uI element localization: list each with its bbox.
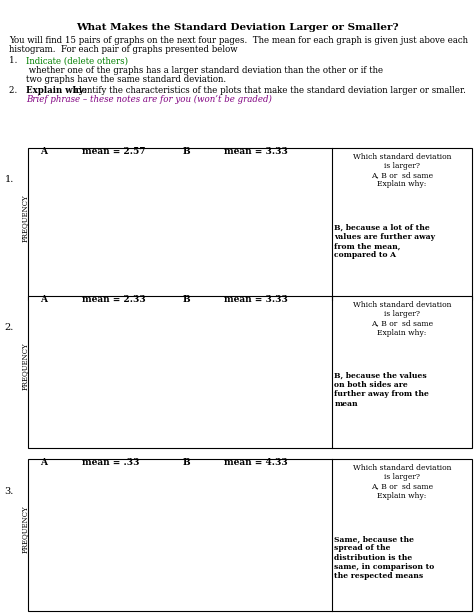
Text: mean = 2.57: mean = 2.57 (82, 147, 146, 156)
Y-axis label: FREQUENCY: FREQUENCY (21, 194, 29, 242)
Text: mean = .33: mean = .33 (82, 458, 139, 467)
Bar (251, 324, 264, 422)
Text: What Makes the Standard Deviation Larger or Smaller?: What Makes the Standard Deviation Larger… (76, 23, 398, 32)
Bar (183, 257, 197, 274)
Bar (126, 257, 139, 274)
X-axis label: SCORE: SCORE (225, 284, 251, 292)
Y-axis label: FREQUENCY: FREQUENCY (21, 506, 29, 553)
Bar (109, 191, 122, 274)
Text: Which standard deviation
is larger?
A, B or  sd same
Explain why:: Which standard deviation is larger? A, B… (353, 301, 451, 337)
X-axis label: SCORE: SCORE (83, 595, 109, 603)
Bar (41, 487, 55, 585)
Text: Indicate (delete others): Indicate (delete others) (26, 56, 128, 66)
Bar (41, 241, 55, 274)
Bar (201, 241, 214, 274)
Text: Which standard deviation
is larger?
A, B or  sd same
Explain why:: Which standard deviation is larger? A, B… (353, 153, 451, 188)
Text: whether one of the graphs has a larger standard deviation than the other or if t: whether one of the graphs has a larger s… (26, 66, 383, 75)
Bar (92, 175, 105, 274)
Text: Explain why:: Explain why: (26, 86, 87, 95)
X-axis label: SCORE: SCORE (225, 595, 251, 603)
Bar (58, 224, 72, 274)
Text: Which standard deviation
is larger?
A, B or  sd same
Explain why:: Which standard deviation is larger? A, B… (353, 464, 451, 500)
Y-axis label: FREQUENCY: FREQUENCY (163, 194, 171, 242)
Y-axis label: FREQUENCY: FREQUENCY (21, 343, 29, 390)
Y-axis label: FREQUENCY: FREQUENCY (163, 343, 171, 390)
Bar (234, 191, 247, 274)
Text: 2.: 2. (9, 86, 23, 95)
Text: mean = 2.33: mean = 2.33 (82, 295, 146, 304)
X-axis label: SCORE: SCORE (83, 284, 109, 292)
Bar (92, 373, 105, 422)
Text: mean = 3.33: mean = 3.33 (224, 295, 288, 304)
Text: 2.: 2. (5, 324, 14, 332)
Text: A: A (40, 295, 47, 304)
Text: mean = 3.33: mean = 3.33 (224, 147, 288, 156)
Bar (268, 487, 281, 585)
Text: A: A (40, 147, 47, 156)
Text: B, because a lot of the
values are further away
from the mean,
compared to A: B, because a lot of the values are furth… (334, 224, 436, 259)
Bar (251, 175, 264, 274)
Bar (217, 373, 231, 422)
Bar (58, 536, 72, 585)
Text: B: B (182, 295, 190, 304)
Text: Brief phrase – these notes are for you (won’t be graded): Brief phrase – these notes are for you (… (26, 95, 272, 104)
Text: identify the characteristics of the plots that make the standard deviation large: identify the characteristics of the plot… (71, 86, 466, 95)
Text: A: A (40, 458, 47, 467)
Y-axis label: FREQUENCY: FREQUENCY (163, 506, 171, 553)
Bar (251, 536, 264, 585)
Bar (75, 324, 89, 422)
Bar (217, 224, 231, 274)
Text: mean = 4.33: mean = 4.33 (224, 458, 288, 467)
Text: B: B (182, 147, 190, 156)
Text: histogram.  For each pair of graphs presented below: histogram. For each pair of graphs prese… (9, 45, 238, 54)
Text: Same, because the
spread of the
distribution is the
same, in comparison to
the r: Same, because the spread of the distribu… (334, 535, 435, 580)
Text: two graphs have the same standard deviation.: two graphs have the same standard deviat… (26, 75, 226, 84)
X-axis label: SCORE: SCORE (225, 432, 251, 440)
X-axis label: SCORE: SCORE (83, 432, 109, 440)
Bar (75, 208, 89, 274)
Text: You will find 15 pairs of graphs on the next four pages.  The mean for each grap: You will find 15 pairs of graphs on the … (9, 36, 468, 45)
Text: B: B (182, 458, 190, 467)
Text: 1.: 1. (9, 56, 23, 66)
Text: B, because the values
on both sides are
further away from the
mean: B, because the values on both sides are … (334, 372, 429, 408)
Text: 3.: 3. (5, 487, 14, 495)
Text: 1.: 1. (5, 175, 14, 184)
